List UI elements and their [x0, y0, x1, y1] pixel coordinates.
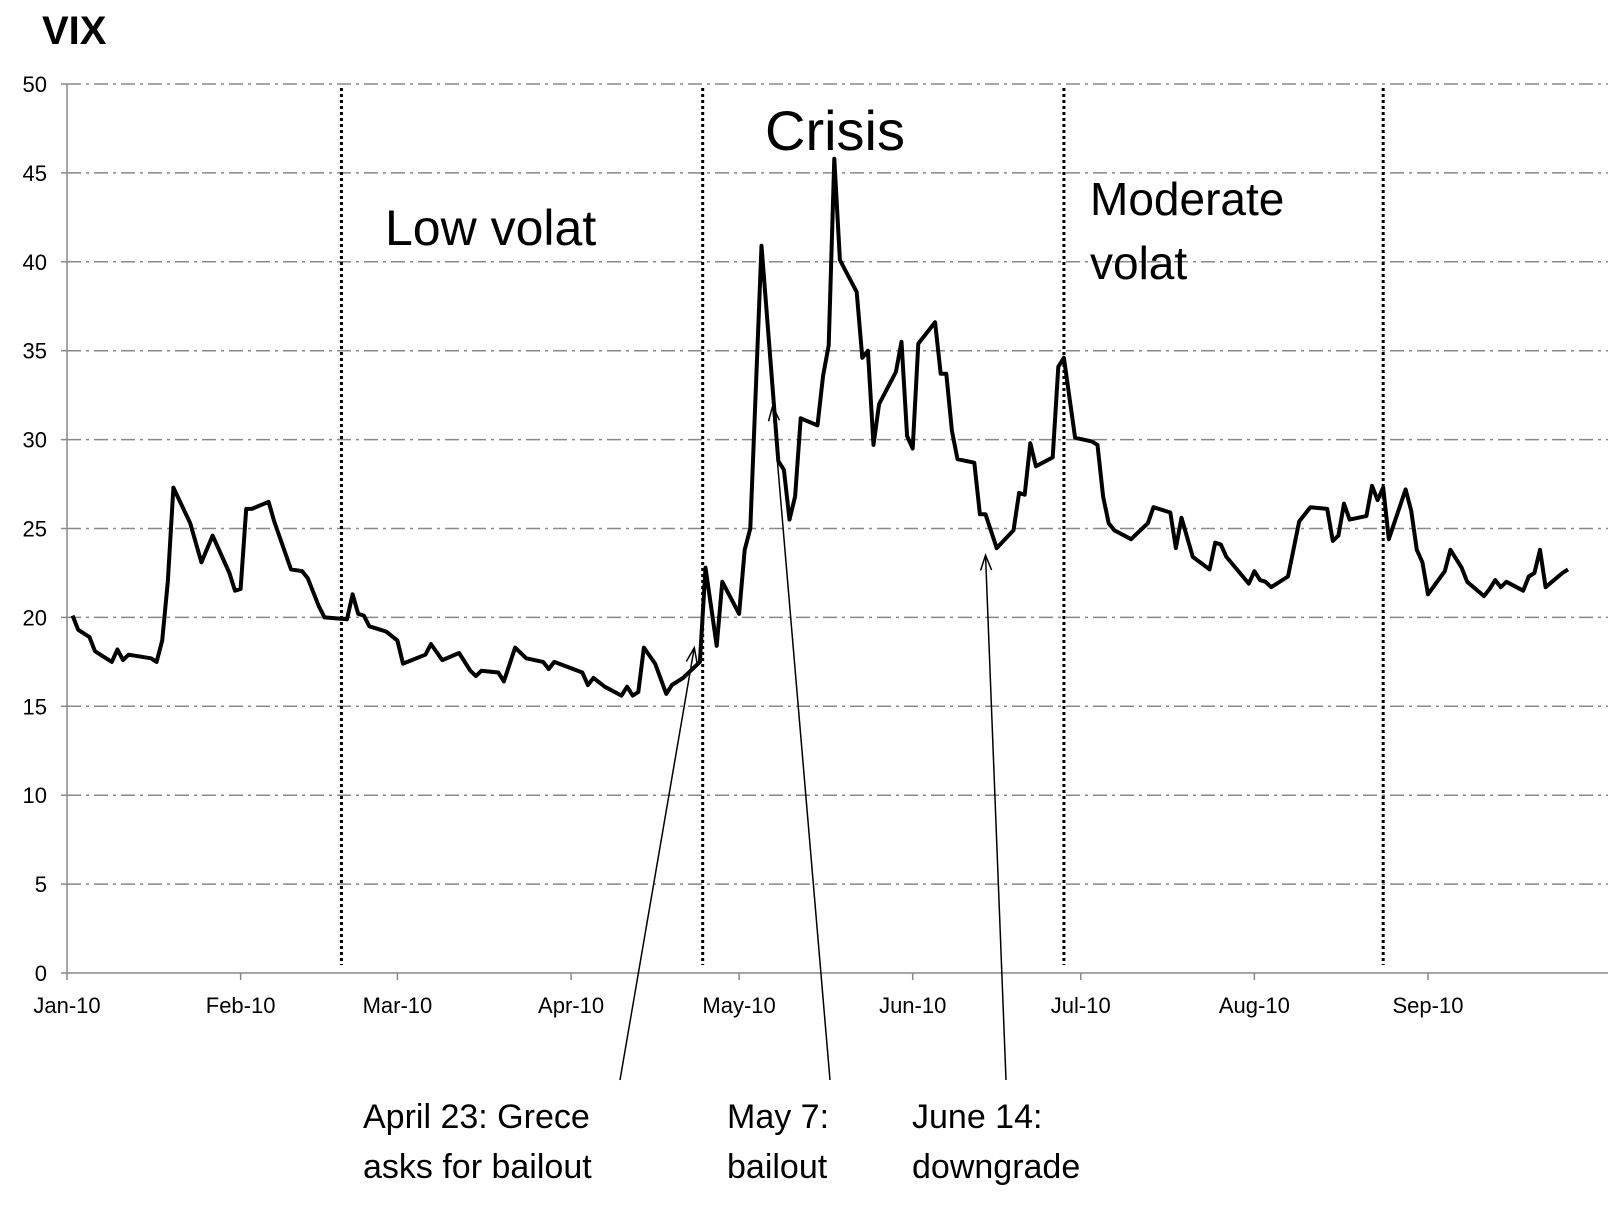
- event-arrowhead: [685, 645, 698, 664]
- y-tick-label: 10: [23, 783, 47, 808]
- region-label: volat: [1090, 237, 1187, 289]
- x-tick-label: Feb-10: [206, 993, 276, 1018]
- y-tick-label: 0: [35, 961, 47, 986]
- y-tick-label: 30: [23, 428, 47, 453]
- x-tick-label: May-10: [702, 993, 775, 1018]
- event-label: June 14:: [912, 1098, 1042, 1136]
- x-tick-label: Mar-10: [363, 993, 433, 1018]
- y-tick-label: 5: [35, 872, 47, 897]
- y-tick-label: 25: [23, 517, 47, 542]
- event-label: downgrade: [912, 1148, 1080, 1186]
- event-label: May 7:: [727, 1098, 829, 1136]
- event-arrow: [619, 647, 696, 1081]
- region-label: Crisis: [765, 99, 905, 162]
- y-tick-label: 20: [23, 605, 47, 630]
- chart-title: VIX: [42, 9, 107, 53]
- region-label: Low volat: [385, 200, 596, 256]
- x-tick-label: Aug-10: [1219, 993, 1290, 1018]
- event-label: asks for bailout: [363, 1148, 592, 1186]
- x-tick-label: Jun-10: [879, 993, 946, 1018]
- region-label: Moderate: [1090, 173, 1284, 225]
- y-tick-label: 35: [23, 339, 47, 364]
- vix-line: [70, 156, 1570, 698]
- event-arrowhead: [979, 552, 993, 571]
- y-tick-label: 45: [23, 161, 47, 186]
- y-tick-label: 50: [23, 72, 47, 97]
- event-label: April 23: Grece: [363, 1098, 590, 1136]
- event-arrowhead: [767, 403, 781, 422]
- x-tick-label: Jan-10: [33, 993, 100, 1018]
- x-tick-label: Jul-10: [1051, 993, 1111, 1018]
- y-tick-label: 40: [23, 250, 47, 275]
- event-label: bailout: [727, 1148, 828, 1186]
- event-arrow: [984, 555, 1007, 1081]
- event-arrow: [771, 405, 831, 1081]
- x-tick-label: Sep-10: [1393, 993, 1464, 1018]
- x-tick-label: Apr-10: [538, 993, 604, 1018]
- y-tick-label: 15: [23, 694, 47, 719]
